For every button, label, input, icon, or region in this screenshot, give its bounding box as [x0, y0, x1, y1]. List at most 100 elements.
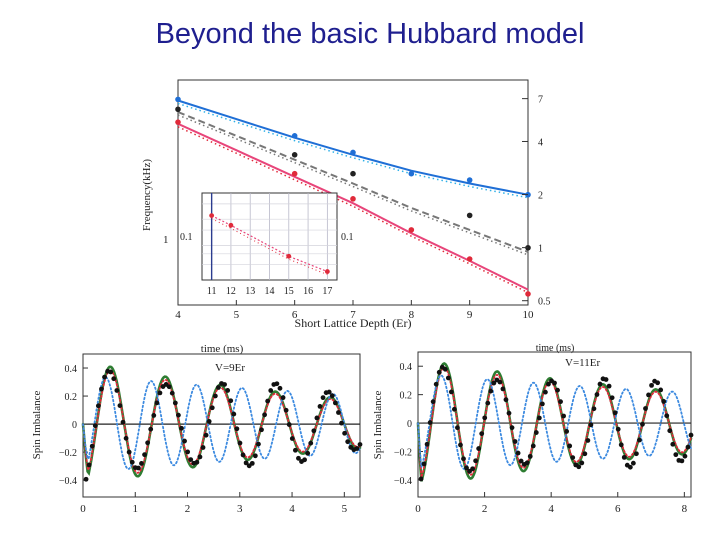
measured-point — [473, 458, 479, 464]
measured-point — [533, 430, 539, 435]
measured-point — [640, 421, 645, 427]
measured-point — [345, 439, 351, 445]
measured-point — [249, 460, 255, 466]
top-x-tick-label: 10 — [523, 309, 535, 321]
x-tick-label: 8 — [682, 503, 688, 515]
bl-y-label: Spin Imbalance — [31, 391, 43, 460]
inset-series — [209, 213, 330, 276]
measured-point — [129, 459, 135, 465]
top-series-dotted — [177, 126, 529, 294]
measured-point — [661, 399, 667, 404]
measured-point — [283, 407, 289, 413]
measured-point — [237, 440, 243, 446]
x-tick-label: 1 — [133, 503, 139, 515]
br-title: time (ms) — [536, 343, 575, 354]
top-x-tick-label: 8 — [409, 309, 415, 321]
measured-point — [95, 403, 101, 409]
measured-point — [442, 366, 448, 372]
measured-point — [262, 412, 267, 418]
measured-point — [512, 439, 518, 444]
measured-point — [448, 389, 454, 395]
y-tick-label: 0.4 — [65, 364, 78, 375]
br-annotation: V=11Er — [565, 357, 600, 369]
measured-point — [576, 464, 582, 470]
measured-point — [222, 382, 227, 387]
measured-point — [274, 381, 280, 387]
measured-point — [302, 457, 307, 463]
measured-point — [320, 395, 326, 401]
measured-point — [240, 452, 246, 458]
bottom-left-chart: 0.4 0.2 0 −0.2 −0.4 0 1 2 3 4 5 time (ms) V=9Er Sp… — [31, 343, 363, 515]
inset-data-point — [209, 213, 215, 218]
measured-point — [609, 395, 615, 401]
measured-point — [476, 446, 482, 451]
measured-point — [277, 385, 283, 391]
measured-point — [479, 431, 485, 437]
measured-point — [209, 405, 215, 411]
top-data-point — [291, 152, 298, 158]
measured-point — [314, 415, 320, 421]
measured-point — [594, 392, 600, 397]
top-right-ticks: 7 4 2 1 0.5 — [522, 95, 551, 308]
top-x-tick-label: 6 — [292, 309, 298, 321]
measured-point — [485, 400, 491, 406]
measured-point — [268, 388, 274, 393]
measured-point — [649, 382, 654, 388]
measured-point — [621, 454, 627, 460]
measured-point — [252, 453, 258, 459]
measured-point — [637, 437, 642, 443]
measured-point — [445, 375, 451, 381]
measured-point — [488, 388, 494, 394]
top-y-tick-left: 1 — [163, 234, 169, 246]
measured-point — [194, 459, 200, 465]
measured-point — [339, 420, 344, 426]
inset-x-tick-label: 12 — [226, 286, 236, 297]
measured-point — [108, 369, 114, 375]
series-curve — [417, 374, 692, 470]
measured-point — [259, 427, 264, 433]
top-x-tick-label: 7 — [350, 309, 356, 321]
measured-point — [172, 400, 178, 406]
measured-point — [188, 457, 194, 463]
measured-point — [86, 462, 92, 468]
measured-point — [552, 380, 557, 386]
inset-data-point — [286, 253, 292, 259]
x-tick-label: 4 — [548, 503, 554, 515]
inset-x-tick-label: 16 — [303, 286, 313, 297]
measured-point — [179, 425, 184, 431]
top-series-dotted — [177, 114, 529, 256]
measured-point — [433, 381, 439, 387]
measured-point — [99, 386, 104, 392]
top-data-point — [408, 170, 415, 177]
measured-point — [332, 400, 338, 406]
inset-x-ticks: 11 12 13 14 15 16 17 — [207, 286, 333, 297]
measured-point — [185, 449, 191, 455]
measured-point — [206, 418, 212, 424]
measured-point — [176, 412, 181, 418]
slide-title: Beyond the basic Hubbard model — [155, 18, 585, 50]
measured-point — [685, 444, 691, 450]
measured-point — [524, 460, 530, 466]
measured-point — [452, 406, 457, 412]
measured-point — [527, 453, 533, 459]
inset-data-point — [228, 222, 234, 228]
measured-point — [546, 381, 551, 387]
measured-point — [518, 458, 524, 464]
measured-point — [579, 460, 585, 466]
measured-point — [564, 429, 570, 434]
top-data-point — [466, 212, 473, 219]
top-right-tick-label: 7 — [538, 95, 543, 106]
measured-point — [643, 406, 648, 411]
measured-point — [182, 438, 187, 444]
measured-point — [618, 442, 624, 448]
measured-point — [265, 398, 271, 404]
measured-point — [515, 450, 521, 456]
measured-point — [145, 440, 151, 446]
measured-point — [289, 436, 295, 441]
top-data-point — [525, 291, 531, 297]
measured-point — [228, 398, 234, 404]
measured-point — [154, 400, 160, 406]
measured-point — [591, 406, 597, 412]
measured-point — [506, 410, 512, 416]
